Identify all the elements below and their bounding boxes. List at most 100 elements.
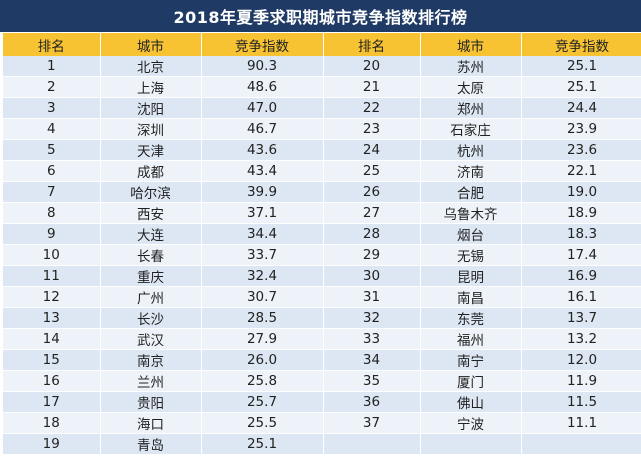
city-cell: 西安 xyxy=(100,202,202,224)
index-cell: 11.1 xyxy=(521,412,641,434)
table-row: 17 贵阳 25.7 36 佛山 11.5 xyxy=(3,391,641,413)
index-cell: 47.0 xyxy=(201,97,324,119)
city-cell: 烟台 xyxy=(420,223,522,245)
table-row: 8 西安 37.1 27 乌鲁木齐 18.9 xyxy=(3,202,641,224)
city-cell: 宁波 xyxy=(420,412,522,434)
index-cell: 12.0 xyxy=(521,349,641,371)
city-cell: 无锡 xyxy=(420,244,522,266)
table-row: 3 沈阳 47.0 22 郑州 24.4 xyxy=(3,97,641,119)
city-cell: 长沙 xyxy=(100,307,202,329)
index-cell: 25.1 xyxy=(521,76,641,98)
city-cell: 上海 xyxy=(100,76,202,98)
empty-cell xyxy=(521,433,641,455)
city-cell: 天津 xyxy=(100,139,202,161)
city-cell: 北京 xyxy=(100,56,202,77)
city-cell: 大连 xyxy=(100,223,202,245)
index-cell: 43.4 xyxy=(201,160,324,182)
index-cell: 43.6 xyxy=(201,139,324,161)
table-row: 14 武汉 27.9 33 福州 13.2 xyxy=(3,328,641,350)
index-cell: 33.7 xyxy=(201,244,324,266)
rank-cell: 33 xyxy=(323,328,421,350)
city-cell: 深圳 xyxy=(100,118,202,140)
rank-cell: 2 xyxy=(3,76,101,98)
rank-cell: 25 xyxy=(323,160,421,182)
empty-cell xyxy=(420,433,522,455)
city-cell: 苏州 xyxy=(420,56,522,77)
index-cell: 16.9 xyxy=(521,265,641,287)
rank-cell: 19 xyxy=(3,433,101,455)
rank-cell: 31 xyxy=(323,286,421,308)
table-row: 15 南京 26.0 34 南宁 12.0 xyxy=(3,349,641,371)
index-cell: 24.4 xyxy=(521,97,641,119)
index-cell: 34.4 xyxy=(201,223,324,245)
rank-cell: 13 xyxy=(3,307,101,329)
city-cell: 海口 xyxy=(100,412,202,434)
rank-cell: 16 xyxy=(3,370,101,392)
header-index-right: 竞争指数 xyxy=(521,33,641,56)
rank-cell: 18 xyxy=(3,412,101,434)
rank-cell: 26 xyxy=(323,181,421,203)
rank-cell: 17 xyxy=(3,391,101,413)
header-rank-right: 排名 xyxy=(323,33,421,56)
index-cell: 27.9 xyxy=(201,328,324,350)
ranking-table: 排名 城市 竞争指数 排名 城市 竞争指数 1 北京 90.3 20 苏州 25.1 2 上海… xyxy=(3,33,641,455)
rank-cell: 8 xyxy=(3,202,101,224)
city-cell: 乌鲁木齐 xyxy=(420,202,522,224)
index-cell: 25.1 xyxy=(521,56,641,77)
city-cell: 南宁 xyxy=(420,349,522,371)
index-cell: 18.3 xyxy=(521,223,641,245)
index-cell: 25.5 xyxy=(201,412,324,434)
city-cell: 昆明 xyxy=(420,265,522,287)
rank-cell: 28 xyxy=(323,223,421,245)
header-index-left: 竞争指数 xyxy=(201,33,324,56)
table-row: 10 长春 33.7 29 无锡 17.4 xyxy=(3,244,641,266)
index-cell: 48.6 xyxy=(201,76,324,98)
city-cell: 兰州 xyxy=(100,370,202,392)
rank-cell: 15 xyxy=(3,349,101,371)
city-cell: 太原 xyxy=(420,76,522,98)
index-cell: 25.1 xyxy=(201,433,324,455)
index-cell: 11.9 xyxy=(521,370,641,392)
rank-cell: 32 xyxy=(323,307,421,329)
rank-cell: 27 xyxy=(323,202,421,224)
rank-cell: 3 xyxy=(3,97,101,119)
table-row: 7 哈尔滨 39.9 26 合肥 19.0 xyxy=(3,181,641,203)
rank-cell: 11 xyxy=(3,265,101,287)
table-row: 18 海口 25.5 37 宁波 11.1 xyxy=(3,412,641,434)
table-row: 11 重庆 32.4 30 昆明 16.9 xyxy=(3,265,641,287)
index-cell: 90.3 xyxy=(201,56,324,77)
header-city-right: 城市 xyxy=(420,33,522,56)
chart-title: 2018年夏季求职期城市竞争指数排行榜 xyxy=(0,0,641,32)
index-cell: 23.6 xyxy=(521,139,641,161)
index-cell: 39.9 xyxy=(201,181,324,203)
city-cell: 南京 xyxy=(100,349,202,371)
rank-cell: 10 xyxy=(3,244,101,266)
table-row: 13 长沙 28.5 32 东莞 13.7 xyxy=(3,307,641,329)
index-cell: 23.9 xyxy=(521,118,641,140)
index-cell: 26.0 xyxy=(201,349,324,371)
table-row: 16 兰州 25.8 35 厦门 11.9 xyxy=(3,370,641,392)
city-cell: 长春 xyxy=(100,244,202,266)
table-row: 19 青岛 25.1 xyxy=(3,433,641,455)
city-cell: 石家庄 xyxy=(420,118,522,140)
rank-cell: 5 xyxy=(3,139,101,161)
header-rank-left: 排名 xyxy=(3,33,101,56)
rank-cell: 35 xyxy=(323,370,421,392)
header-city-left: 城市 xyxy=(100,33,202,56)
city-cell: 青岛 xyxy=(100,433,202,455)
header-row: 排名 城市 竞争指数 排名 城市 竞争指数 xyxy=(3,33,641,56)
index-cell: 11.5 xyxy=(521,391,641,413)
index-cell: 16.1 xyxy=(521,286,641,308)
index-cell: 30.7 xyxy=(201,286,324,308)
rank-cell: 6 xyxy=(3,160,101,182)
rank-cell: 30 xyxy=(323,265,421,287)
table-row: 1 北京 90.3 20 苏州 25.1 xyxy=(3,56,641,77)
rank-cell: 1 xyxy=(3,56,101,77)
index-cell: 19.0 xyxy=(521,181,641,203)
empty-cell xyxy=(323,433,421,455)
index-cell: 17.4 xyxy=(521,244,641,266)
rank-cell: 22 xyxy=(323,97,421,119)
index-cell: 32.4 xyxy=(201,265,324,287)
ranking-table-body: 1 北京 90.3 20 苏州 25.1 2 上海 48.6 21 太原 25.1 3 沈阳 47.0 22 郑… xyxy=(3,56,641,455)
